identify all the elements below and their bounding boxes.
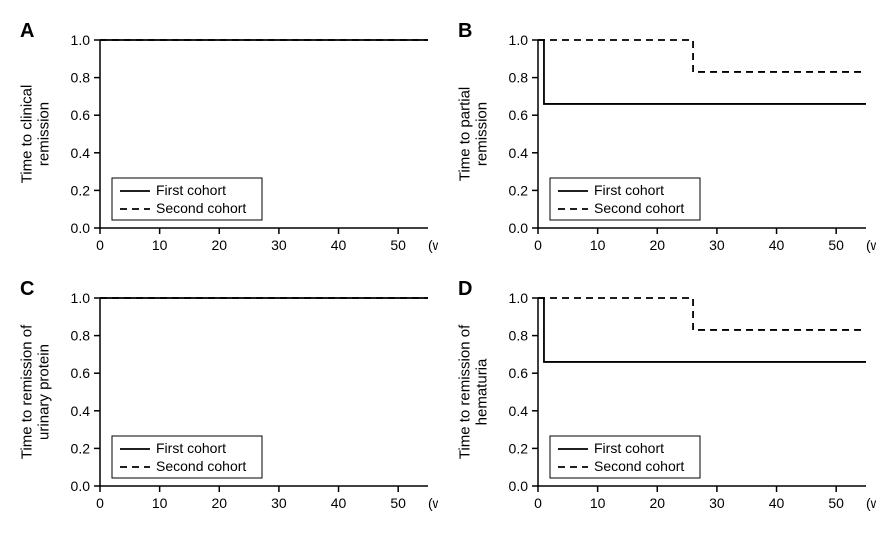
svg-text:First cohort: First cohort [156, 440, 226, 456]
svg-text:50: 50 [390, 237, 406, 253]
svg-text:20: 20 [649, 237, 665, 253]
svg-text:(weeks): (weeks) [428, 237, 438, 253]
svg-text:20: 20 [211, 237, 227, 253]
svg-text:First cohort: First cohort [594, 440, 664, 456]
svg-text:0.6: 0.6 [509, 365, 529, 381]
svg-text:0.0: 0.0 [509, 220, 529, 236]
svg-text:50: 50 [828, 495, 844, 511]
svg-text:0.4: 0.4 [71, 145, 91, 161]
svg-text:10: 10 [590, 495, 606, 511]
svg-text:0.6: 0.6 [71, 107, 91, 123]
svg-text:10: 10 [590, 237, 606, 253]
panel-c: C 0.0 0.2 0.4 0.6 0.8 1.0 0 10 20 30 40 50 (weeks) T… [20, 278, 438, 526]
panel-label-c: C [20, 278, 34, 301]
chart-d: 0.0 0.2 0.4 0.6 0.8 1.0 0 10 20 30 40 50 (weeks) Tim… [458, 278, 876, 526]
svg-text:0.0: 0.0 [509, 478, 529, 494]
svg-text:0.6: 0.6 [509, 107, 529, 123]
svg-text:30: 30 [271, 495, 287, 511]
svg-text:0: 0 [96, 495, 104, 511]
svg-text:Time to partialremission: Time to partialremission [458, 87, 491, 181]
svg-text:0.0: 0.0 [71, 478, 91, 494]
chart-grid: A 0.0 0.2 0.4 0.6 0.8 1.0 0 10 20 30 40 50 (weeks) T… [20, 20, 876, 525]
svg-text:0.4: 0.4 [509, 145, 529, 161]
svg-text:0.2: 0.2 [509, 182, 529, 198]
svg-text:(weeks): (weeks) [866, 237, 876, 253]
svg-text:0.8: 0.8 [509, 328, 529, 344]
svg-text:0.4: 0.4 [71, 403, 91, 419]
svg-text:Time to clinicalremission: Time to clinicalremission [20, 85, 53, 184]
svg-text:Second cohort: Second cohort [156, 200, 246, 216]
svg-text:0.8: 0.8 [509, 70, 529, 86]
svg-text:10: 10 [152, 237, 168, 253]
svg-text:0.4: 0.4 [509, 403, 529, 419]
svg-text:30: 30 [271, 237, 287, 253]
svg-text:First cohort: First cohort [156, 182, 226, 198]
svg-text:40: 40 [331, 237, 347, 253]
svg-text:0.2: 0.2 [509, 440, 529, 456]
svg-text:50: 50 [390, 495, 406, 511]
svg-text:0.8: 0.8 [71, 328, 91, 344]
chart-a: 0.0 0.2 0.4 0.6 0.8 1.0 0 10 20 30 40 50 (weeks) Tim… [20, 20, 438, 268]
svg-text:0.2: 0.2 [71, 440, 91, 456]
svg-text:50: 50 [828, 237, 844, 253]
svg-text:0.6: 0.6 [71, 365, 91, 381]
svg-text:0.2: 0.2 [71, 182, 91, 198]
svg-text:1.0: 1.0 [509, 290, 529, 306]
svg-text:Second cohort: Second cohort [594, 200, 684, 216]
panel-d: D 0.0 0.2 0.4 0.6 0.8 1.0 0 10 20 30 40 50 (weeks) T… [458, 278, 876, 526]
panel-b: B 0.0 0.2 0.4 0.6 0.8 1.0 0 10 20 30 40 50 (weeks) T… [458, 20, 876, 268]
chart-c: 0.0 0.2 0.4 0.6 0.8 1.0 0 10 20 30 40 50 (weeks) Tim… [20, 278, 438, 526]
svg-text:Time to remission ofhematuria: Time to remission ofhematuria [458, 324, 491, 459]
svg-text:Time to remission ofurinary pr: Time to remission ofurinary protein [20, 324, 53, 459]
svg-text:40: 40 [331, 495, 347, 511]
svg-text:40: 40 [769, 495, 785, 511]
svg-text:First cohort: First cohort [594, 182, 664, 198]
panel-label-d: D [458, 278, 472, 301]
svg-text:Second cohort: Second cohort [594, 458, 684, 474]
panel-label-b: B [458, 20, 472, 43]
svg-text:1.0: 1.0 [509, 32, 529, 48]
svg-text:30: 30 [709, 495, 725, 511]
svg-text:20: 20 [649, 495, 665, 511]
chart-b: 0.0 0.2 0.4 0.6 0.8 1.0 0 10 20 30 40 50 (weeks) Tim… [458, 20, 876, 268]
svg-text:40: 40 [769, 237, 785, 253]
panel-a: A 0.0 0.2 0.4 0.6 0.8 1.0 0 10 20 30 40 50 (weeks) T… [20, 20, 438, 268]
svg-text:0: 0 [96, 237, 104, 253]
svg-text:1.0: 1.0 [71, 290, 91, 306]
svg-text:20: 20 [211, 495, 227, 511]
svg-text:10: 10 [152, 495, 168, 511]
svg-text:1.0: 1.0 [71, 32, 91, 48]
svg-text:0.8: 0.8 [71, 70, 91, 86]
svg-text:(weeks): (weeks) [428, 495, 438, 511]
svg-text:0.0: 0.0 [71, 220, 91, 236]
svg-text:30: 30 [709, 237, 725, 253]
svg-text:0: 0 [534, 495, 542, 511]
svg-text:0: 0 [534, 237, 542, 253]
svg-text:Second cohort: Second cohort [156, 458, 246, 474]
panel-label-a: A [20, 20, 34, 43]
svg-text:(weeks): (weeks) [866, 495, 876, 511]
